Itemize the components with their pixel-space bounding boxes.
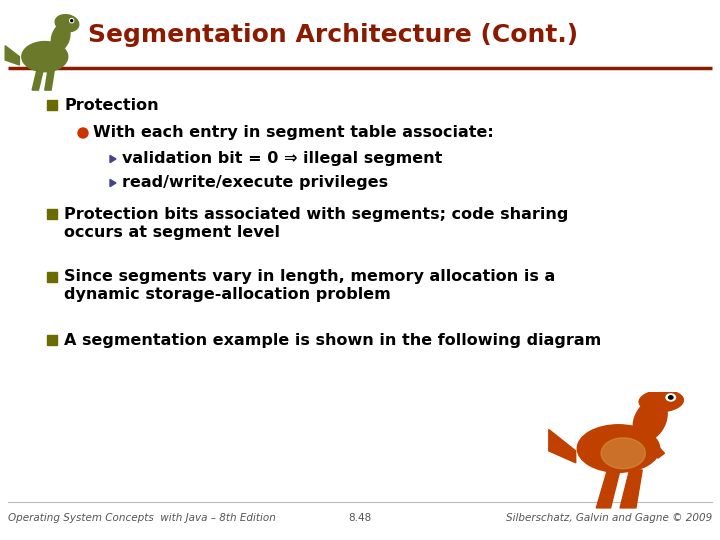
- Text: A segmentation example is shown in the following diagram: A segmentation example is shown in the f…: [64, 333, 601, 348]
- Ellipse shape: [601, 438, 645, 469]
- Circle shape: [71, 19, 73, 22]
- Text: Protection bits associated with segments; code sharing: Protection bits associated with segments…: [64, 206, 568, 221]
- Bar: [47, 209, 57, 219]
- Text: Silberschatz, Galvin and Gagne © 2009: Silberschatz, Galvin and Gagne © 2009: [505, 513, 712, 523]
- Circle shape: [666, 394, 675, 401]
- Bar: [47, 100, 57, 110]
- Ellipse shape: [639, 390, 683, 412]
- Text: Protection: Protection: [64, 98, 158, 112]
- Circle shape: [70, 18, 73, 23]
- Text: Operating System Concepts  with Java – 8th Edition: Operating System Concepts with Java – 8t…: [8, 513, 276, 523]
- Ellipse shape: [51, 24, 70, 51]
- Ellipse shape: [633, 399, 667, 441]
- Text: 8.48: 8.48: [348, 513, 372, 523]
- Polygon shape: [110, 179, 116, 187]
- Polygon shape: [620, 470, 642, 508]
- Polygon shape: [45, 70, 54, 90]
- Polygon shape: [596, 470, 620, 508]
- Ellipse shape: [22, 42, 68, 72]
- Text: read/write/execute privileges: read/write/execute privileges: [122, 176, 388, 191]
- Ellipse shape: [55, 15, 78, 32]
- Polygon shape: [32, 70, 43, 90]
- Polygon shape: [110, 156, 116, 163]
- Text: Segmentation Architecture (Cont.): Segmentation Architecture (Cont.): [88, 23, 578, 47]
- Text: validation bit = 0 ⇒ illegal segment: validation bit = 0 ⇒ illegal segment: [122, 152, 442, 166]
- Text: Since segments vary in length, memory allocation is a: Since segments vary in length, memory al…: [64, 269, 555, 285]
- Bar: [47, 272, 57, 282]
- Polygon shape: [549, 429, 576, 463]
- Polygon shape: [55, 46, 64, 60]
- Circle shape: [669, 396, 673, 399]
- Text: occurs at segment level: occurs at segment level: [64, 225, 280, 240]
- Text: dynamic storage-allocation problem: dynamic storage-allocation problem: [64, 287, 391, 302]
- Polygon shape: [645, 439, 665, 458]
- Circle shape: [78, 128, 88, 138]
- Ellipse shape: [577, 425, 660, 472]
- Polygon shape: [5, 46, 19, 65]
- Text: With each entry in segment table associate:: With each entry in segment table associa…: [93, 125, 494, 140]
- Bar: [47, 335, 57, 345]
